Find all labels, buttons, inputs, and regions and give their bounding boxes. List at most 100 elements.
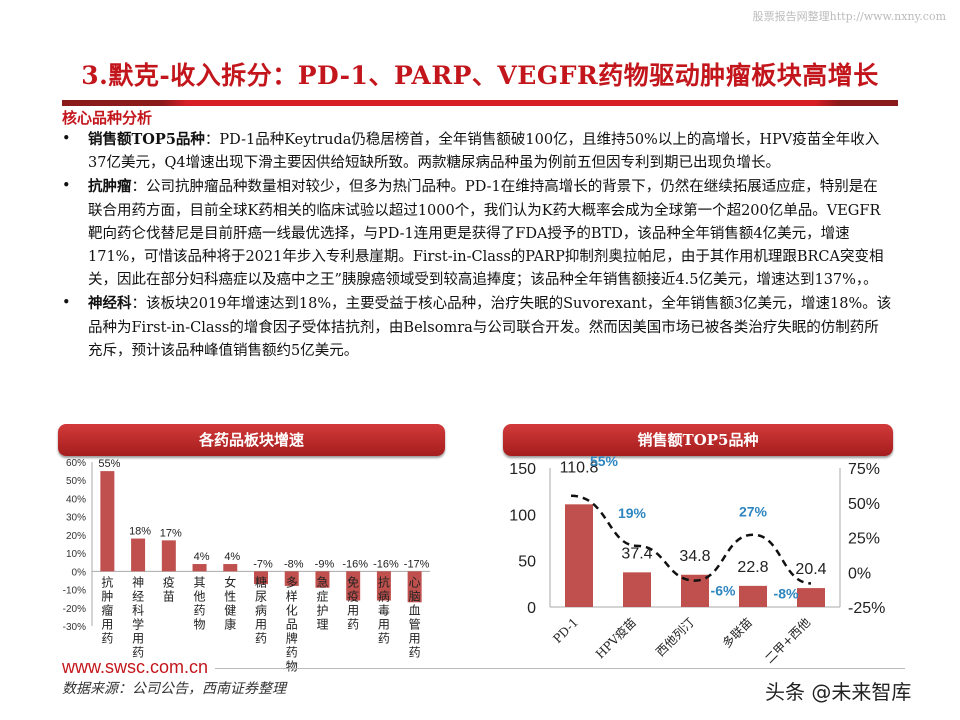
y-tick-label: -30% xyxy=(63,622,86,633)
y-tick-label: 60% xyxy=(66,458,86,469)
bar xyxy=(131,538,146,572)
y-tick-label: 100 xyxy=(509,507,536,524)
bullet-head: 销售额TOP5品种 xyxy=(88,131,205,148)
bar xyxy=(223,564,238,572)
y-tick-label: 20% xyxy=(66,531,86,542)
growth-label: -8% xyxy=(774,585,799,601)
data-label: 55% xyxy=(98,458,120,470)
y-tick-label: 150 xyxy=(509,461,536,478)
bullet-text: ：PD-1品种Keytruda仍稳居榜首，全年销售额破100亿，且维持50%以上… xyxy=(88,132,880,172)
category-label-char: 物 xyxy=(286,659,298,673)
category-label: 西他列汀 xyxy=(653,615,697,659)
data-source: 数据来源：公司公告，西南证券整理 xyxy=(62,681,286,697)
data-label: 4% xyxy=(224,551,240,563)
bar-value-label: 34.8 xyxy=(679,548,710,565)
category-label-char: 病 xyxy=(255,602,267,617)
bullet-item: 神经科：该板块2019年增速达到18%，主要受益于核心品种，治疗失眠的Suvor… xyxy=(62,292,892,363)
category-label-char: 健 xyxy=(224,603,236,617)
y-tick-label: 30% xyxy=(66,513,86,524)
bar xyxy=(192,564,207,572)
category-label-char: 急 xyxy=(316,574,328,589)
category-label-char: 尿 xyxy=(255,589,267,603)
growth-line xyxy=(570,494,812,585)
category-label: 多联苗 xyxy=(720,615,755,650)
category-label-char: 用 xyxy=(409,631,421,645)
category-label-char: 其 xyxy=(194,575,206,589)
data-label: -17% xyxy=(404,558,430,570)
growth-label: -6% xyxy=(711,583,736,599)
footer-divider xyxy=(215,668,905,669)
category-label: PD-1 xyxy=(550,615,581,646)
category-label-char: 女 xyxy=(224,574,236,589)
data-label: -9% xyxy=(315,558,335,570)
bullet-list: 销售额TOP5品种：PD-1品种Keytruda仍稳居榜首，全年销售额破100亿… xyxy=(62,128,892,363)
y-tick-label: 50 xyxy=(518,554,536,571)
data-label: 4% xyxy=(194,551,210,563)
category-label-char: 病 xyxy=(378,588,390,603)
category-label-char: 经 xyxy=(132,589,144,603)
category-label-char: 物 xyxy=(194,617,206,631)
title-divider xyxy=(62,100,898,106)
category-label-char: 学 xyxy=(132,616,144,631)
category-label-char: 用 xyxy=(378,617,390,631)
category-label-char: 药 xyxy=(194,603,206,617)
bullet-text: ：该板块2019年增速达到18%，主要受益于核心品种，治疗失眠的Suvorexa… xyxy=(88,296,892,359)
category-label-char: 药 xyxy=(347,617,359,631)
category-label-char: 品 xyxy=(286,617,298,631)
category-label-char: 用 xyxy=(347,603,359,617)
category-label-char: 神 xyxy=(132,575,144,589)
bar xyxy=(100,471,115,572)
y-tick-label: 10% xyxy=(66,549,86,560)
category-label-char: 管 xyxy=(409,616,421,631)
bar-value-label: 20.4 xyxy=(795,561,826,578)
bar-value-label: 37.4 xyxy=(621,545,652,562)
chart2-title: 销售额TOP5品种 xyxy=(503,424,893,456)
chart1-title: 各药品板块增速 xyxy=(58,424,445,456)
y-tick-label: 50% xyxy=(66,476,86,487)
category-label-char: 抗 xyxy=(101,574,113,589)
category-label-char: 症 xyxy=(316,588,328,603)
data-label: -7% xyxy=(253,558,273,570)
y2-tick-label: 0% xyxy=(848,565,871,582)
bullet-item: 抗肿瘤：公司抗肿瘤品种数量相对较少，但多为热门品种。PD-1在维持高增长的背景下… xyxy=(62,175,892,292)
category-label-char: 糖 xyxy=(255,574,267,589)
data-label: -16% xyxy=(373,558,399,570)
y2-tick-label: 75% xyxy=(848,461,880,478)
y-tick-label: -10% xyxy=(63,586,86,597)
y-tick-label: 0% xyxy=(72,567,87,578)
category-label-char: 用 xyxy=(132,631,144,645)
category-label-char: 疫 xyxy=(163,574,175,589)
category-label-char: 疫 xyxy=(347,588,359,603)
category-label-char: 血 xyxy=(409,603,421,617)
bar xyxy=(623,572,651,607)
data-label: -8% xyxy=(284,558,304,570)
category-label-char: 苗 xyxy=(163,589,175,603)
category-label-char: 毒 xyxy=(378,603,390,617)
category-label-char: 肿 xyxy=(101,588,113,603)
data-label: 17% xyxy=(160,527,182,539)
bar-value-label: 110.8 xyxy=(560,459,599,476)
bullet-head: 神经科 xyxy=(88,295,132,313)
bar xyxy=(407,571,422,603)
category-label-char: 科 xyxy=(132,603,144,617)
watermark: 股票报告网整理http://www.nxny.com xyxy=(752,10,946,23)
bar xyxy=(315,571,330,588)
category-label-char: 药 xyxy=(132,645,144,659)
category-label-char: 康 xyxy=(224,616,236,631)
data-label: 18% xyxy=(129,526,151,538)
category-label: 二甲+西他 xyxy=(762,615,813,666)
category-label-char: 多 xyxy=(286,575,298,589)
category-label-char: 样 xyxy=(286,588,298,603)
growth-label: 27% xyxy=(739,504,768,520)
bar xyxy=(797,588,825,607)
category-label-char: 抗 xyxy=(378,574,390,589)
bar-value-label: 22.8 xyxy=(737,559,768,576)
bar xyxy=(739,585,767,607)
bullet-item: 销售额TOP5品种：PD-1品种Keytruda仍稳居榜首，全年销售额破100亿… xyxy=(62,128,892,175)
bar xyxy=(346,571,361,601)
y2-tick-label: -25% xyxy=(848,600,885,617)
section-subtitle: 核心品种分析 xyxy=(62,109,153,127)
y2-tick-label: 25% xyxy=(848,531,880,548)
bar xyxy=(376,571,391,601)
